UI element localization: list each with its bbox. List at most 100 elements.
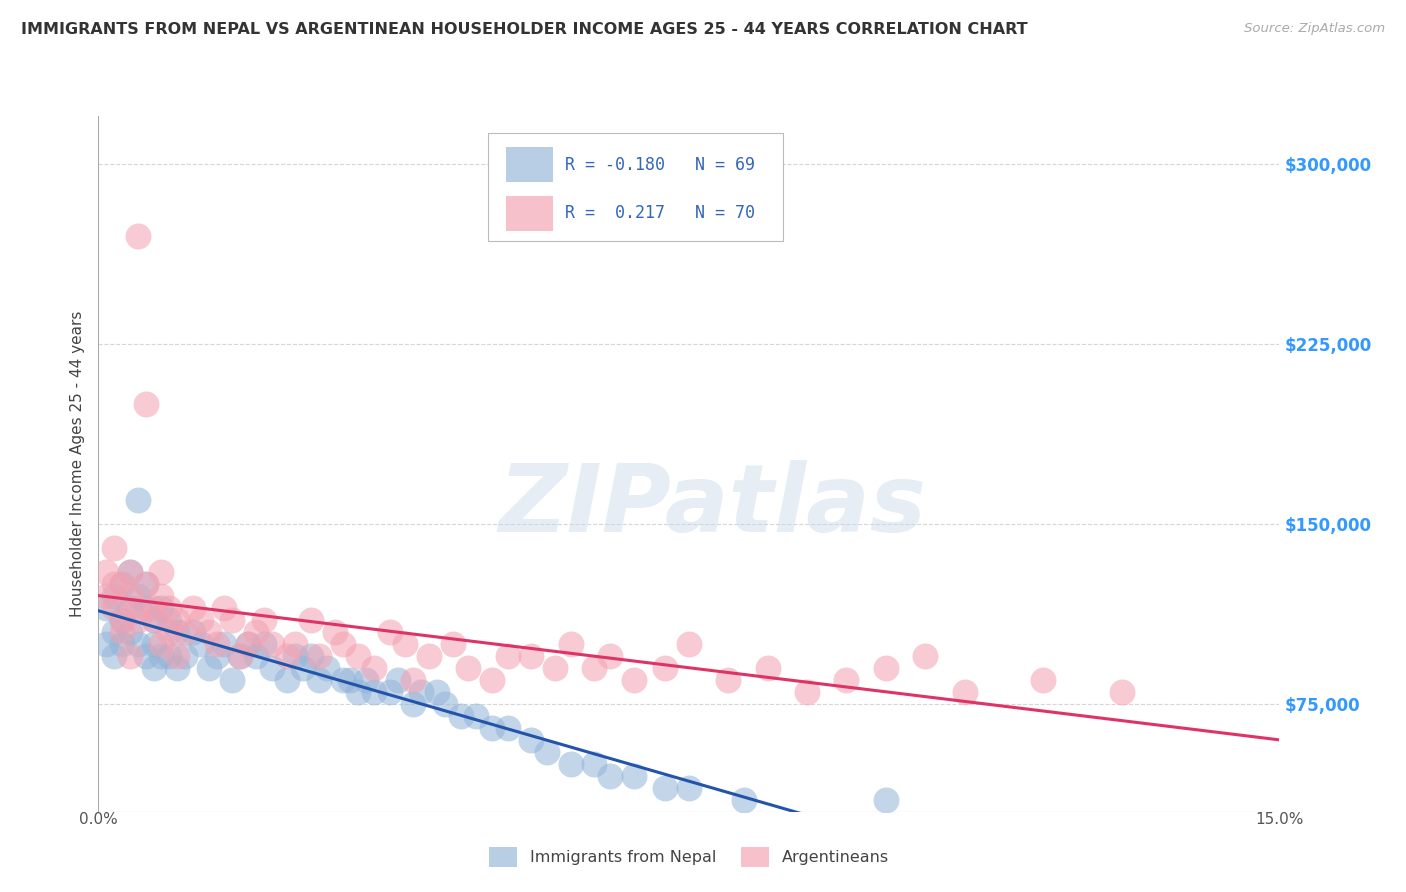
Point: [496, 648, 519, 663]
Legend: Immigrants from Nepal, Argentineans: Immigrants from Nepal, Argentineans: [482, 841, 896, 873]
Point: [363, 685, 385, 699]
Point: [520, 648, 543, 663]
Point: [875, 661, 897, 675]
Point: [536, 745, 558, 759]
Point: [253, 637, 276, 651]
Point: [387, 673, 409, 687]
Point: [315, 661, 337, 675]
Point: [308, 673, 330, 687]
Point: [599, 648, 621, 663]
Point: [339, 673, 361, 687]
Point: [118, 624, 141, 639]
FancyBboxPatch shape: [488, 134, 783, 241]
Point: [1111, 685, 1133, 699]
Point: [111, 624, 134, 639]
Point: [181, 600, 204, 615]
Point: [292, 661, 315, 675]
Bar: [506, 147, 553, 182]
Point: [205, 648, 228, 663]
Point: [127, 613, 149, 627]
Point: [150, 648, 173, 663]
Text: 0.0%: 0.0%: [79, 812, 118, 827]
Point: [118, 565, 141, 579]
Point: [127, 637, 149, 651]
Point: [103, 589, 125, 603]
Point: [450, 708, 472, 723]
Point: [103, 624, 125, 639]
Point: [299, 613, 322, 627]
Text: ZIPatlas: ZIPatlas: [499, 459, 927, 551]
Point: [157, 600, 180, 615]
Point: [402, 673, 425, 687]
Point: [135, 397, 157, 411]
Point: [914, 648, 936, 663]
Point: [323, 624, 346, 639]
Point: [157, 624, 180, 639]
Point: [127, 492, 149, 507]
Point: [142, 661, 165, 675]
Point: [465, 708, 488, 723]
Text: R = -0.180   N = 69: R = -0.180 N = 69: [565, 156, 755, 174]
Point: [111, 576, 134, 591]
Point: [111, 613, 134, 627]
Point: [457, 661, 479, 675]
Point: [150, 637, 173, 651]
Point: [308, 648, 330, 663]
Point: [599, 769, 621, 783]
Point: [221, 613, 243, 627]
Point: [236, 637, 259, 651]
Point: [103, 576, 125, 591]
Point: [96, 637, 118, 651]
Point: [197, 624, 219, 639]
Bar: [506, 196, 553, 231]
Point: [520, 732, 543, 747]
Point: [214, 637, 236, 651]
Point: [733, 793, 755, 807]
Point: [142, 613, 165, 627]
Point: [544, 661, 567, 675]
Point: [96, 589, 118, 603]
Point: [1032, 673, 1054, 687]
Point: [245, 648, 267, 663]
Y-axis label: Householder Income Ages 25 - 44 years: Householder Income Ages 25 - 44 years: [69, 310, 84, 617]
Point: [174, 624, 197, 639]
Point: [142, 637, 165, 651]
Text: IMMIGRANTS FROM NEPAL VS ARGENTINEAN HOUSEHOLDER INCOME AGES 25 - 44 YEARS CORRE: IMMIGRANTS FROM NEPAL VS ARGENTINEAN HOU…: [21, 22, 1028, 37]
Point: [205, 637, 228, 651]
Point: [560, 756, 582, 771]
Point: [142, 613, 165, 627]
Point: [96, 565, 118, 579]
Point: [103, 648, 125, 663]
Point: [560, 637, 582, 651]
Text: R =  0.217   N = 70: R = 0.217 N = 70: [565, 204, 755, 222]
Text: Source: ZipAtlas.com: Source: ZipAtlas.com: [1244, 22, 1385, 36]
Point: [127, 600, 149, 615]
Point: [142, 600, 165, 615]
Point: [260, 661, 283, 675]
Point: [96, 600, 118, 615]
Point: [583, 661, 606, 675]
Point: [135, 576, 157, 591]
Point: [623, 673, 645, 687]
Point: [756, 661, 779, 675]
Point: [103, 600, 125, 615]
Point: [221, 673, 243, 687]
Point: [835, 673, 858, 687]
Point: [654, 780, 676, 795]
Point: [111, 613, 134, 627]
Point: [166, 613, 188, 627]
Point: [111, 637, 134, 651]
Point: [441, 637, 464, 651]
Point: [347, 685, 370, 699]
Point: [332, 673, 354, 687]
Point: [363, 661, 385, 675]
Point: [875, 793, 897, 807]
Point: [118, 565, 141, 579]
Point: [190, 613, 212, 627]
Point: [253, 613, 276, 627]
Point: [135, 648, 157, 663]
Point: [796, 685, 818, 699]
Point: [166, 624, 188, 639]
Point: [426, 685, 449, 699]
Point: [127, 228, 149, 243]
